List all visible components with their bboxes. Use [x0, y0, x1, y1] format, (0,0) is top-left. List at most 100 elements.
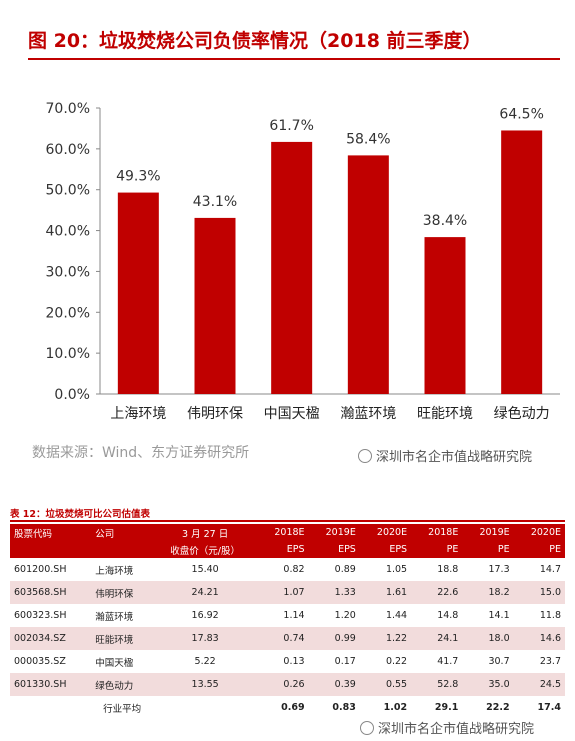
- y-tick-label: 60.0%: [46, 142, 90, 158]
- col-subheader: PE: [513, 541, 565, 558]
- col-header: 2020E: [359, 524, 412, 541]
- col-header: 2019E: [462, 524, 514, 541]
- table-cell: 601200.SH: [10, 558, 92, 581]
- table-cell: 中国天楹: [91, 650, 153, 673]
- col-subheader: 收盘价（元/股）: [152, 541, 258, 558]
- x-tick-label: 上海环境: [110, 406, 166, 422]
- table-cell: 1.14: [257, 604, 309, 627]
- table-cell: 17.3: [462, 558, 514, 581]
- valuation-table: 股票代码 公司 3 月 27 日 2018E 2019E 2020E 2018E…: [10, 524, 565, 719]
- table-cell: 30.7: [462, 650, 514, 673]
- bar: [501, 130, 543, 394]
- table-cell: 1.44: [359, 604, 412, 627]
- col-subheader: EPS: [308, 541, 360, 558]
- wechat-icon: [358, 449, 372, 463]
- table-cell: 601330.SH: [10, 673, 92, 696]
- col-header: 股票代码: [10, 524, 92, 541]
- bar-value-label: 38.4%: [423, 213, 467, 229]
- table-cell: 17.4: [513, 696, 565, 719]
- table-cell: 瀚蓝环境: [91, 604, 153, 627]
- x-tick-label: 伟明环保: [187, 406, 243, 422]
- table-cell: 41.7: [411, 650, 463, 673]
- bar: [424, 237, 466, 394]
- table-cell: 1.33: [308, 581, 360, 604]
- table-cell: 1.20: [308, 604, 360, 627]
- table-cell: 0.74: [257, 627, 309, 650]
- table-title: 表 12：垃圾焚烧可比公司估值表: [10, 509, 151, 520]
- table-cell: 22.6: [411, 581, 463, 604]
- bar-value-label: 58.4%: [346, 131, 390, 147]
- bar: [117, 192, 159, 394]
- table-cell: [10, 696, 92, 719]
- table-cell: 15.0: [513, 581, 565, 604]
- bar: [347, 155, 389, 394]
- table-cell: 绿色动力: [91, 673, 153, 696]
- y-tick-label: 10.0%: [46, 346, 90, 362]
- table-cell: [152, 696, 258, 719]
- table-cell: 11.8: [513, 604, 565, 627]
- y-tick-label: 40.0%: [46, 224, 90, 240]
- y-tick-label: 20.0%: [46, 305, 90, 321]
- table-cell: 0.26: [257, 673, 309, 696]
- table-rule: [10, 520, 565, 522]
- table-row: 000035.SZ 中国天楹 5.22 0.13 0.17 0.22 41.7 30.7 23.…: [10, 650, 565, 673]
- table-cell: 24.1: [411, 627, 463, 650]
- table-cell: 22.2: [462, 696, 514, 719]
- table-cell: 旺能环境: [91, 627, 153, 650]
- table-cell: 行业平均: [91, 696, 153, 719]
- y-tick-label: 70.0%: [46, 101, 90, 117]
- wechat-icon: [360, 721, 374, 735]
- watermark-bottom: 深圳市名企市值战略研究院: [360, 718, 534, 737]
- bar-value-label: 61.7%: [269, 118, 313, 134]
- y-tick-label: 30.0%: [46, 264, 90, 280]
- y-tick-label: 50.0%: [46, 183, 90, 199]
- table-row: 603568.SH 伟明环保 24.21 1.07 1.33 1.61 22.6 18.2 15…: [10, 581, 565, 604]
- bar-value-label: 43.1%: [193, 194, 237, 210]
- col-subheader: [91, 541, 153, 558]
- table-row: 601330.SH 绿色动力 13.55 0.26 0.39 0.55 52.8 35.0 24…: [10, 673, 565, 696]
- debt-ratio-bar-chart: 0.0% 10.0% 20.0% 30.0% 40.0% 50.0% 60.0% 70.0% 4…: [46, 101, 560, 422]
- table-cell: 002034.SZ: [10, 627, 92, 650]
- col-subheader: EPS: [359, 541, 412, 558]
- table-cell: 14.8: [411, 604, 463, 627]
- table-cell: 上海环境: [91, 558, 153, 581]
- col-subheader: EPS: [257, 541, 309, 558]
- table-body: 601200.SH 上海环境 15.40 0.82 0.89 1.05 18.8 17.3 14…: [10, 558, 565, 719]
- table-cell: 0.89: [308, 558, 360, 581]
- table-cell: 0.82: [257, 558, 309, 581]
- bar-value-label: 49.3%: [116, 169, 160, 185]
- x-tick-label: 中国天楹: [264, 405, 320, 422]
- source-note: 数据来源：Wind、东方证券研究所: [32, 445, 250, 461]
- col-header: 2020E: [513, 524, 565, 541]
- table-average-row: 行业平均 0.69 0.83 1.02 29.1 22.2 17.4: [10, 696, 565, 719]
- table-cell: 13.55: [152, 673, 258, 696]
- table-cell: 1.02: [359, 696, 412, 719]
- table-row: 601200.SH 上海环境 15.40 0.82 0.89 1.05 18.8 17.3 14…: [10, 558, 565, 581]
- col-subheader: [10, 541, 92, 558]
- x-tick-label: 旺能环境: [417, 406, 473, 422]
- col-header: 3 月 27 日: [152, 524, 258, 541]
- table-cell: 0.99: [308, 627, 360, 650]
- table-row: 002034.SZ 旺能环境 17.83 0.74 0.99 1.22 24.1 18.0 14…: [10, 627, 565, 650]
- table-cell: 000035.SZ: [10, 650, 92, 673]
- table-cell: 0.69: [257, 696, 309, 719]
- table-cell: 24.5: [513, 673, 565, 696]
- x-tick-label: 瀚蓝环境: [340, 406, 396, 422]
- title-rule: [28, 58, 560, 60]
- table-cell: 0.83: [308, 696, 360, 719]
- table-cell: 14.7: [513, 558, 565, 581]
- col-header: 2019E: [308, 524, 360, 541]
- col-subheader: PE: [462, 541, 514, 558]
- table-cell: 1.22: [359, 627, 412, 650]
- table-cell: 0.17: [308, 650, 360, 673]
- table-header-row-bottom: 收盘价（元/股） EPS EPS EPS PE PE PE: [10, 541, 565, 558]
- table-cell: 24.21: [152, 581, 258, 604]
- table-cell: 14.6: [513, 627, 565, 650]
- table-cell: 1.07: [257, 581, 309, 604]
- table-cell: 16.92: [152, 604, 258, 627]
- table-cell: 14.1: [462, 604, 514, 627]
- table-cell: 15.40: [152, 558, 258, 581]
- table-cell: 1.05: [359, 558, 412, 581]
- table-row: 600323.SH 瀚蓝环境 16.92 1.14 1.20 1.44 14.8 14.1 11…: [10, 604, 565, 627]
- col-subheader: PE: [411, 541, 463, 558]
